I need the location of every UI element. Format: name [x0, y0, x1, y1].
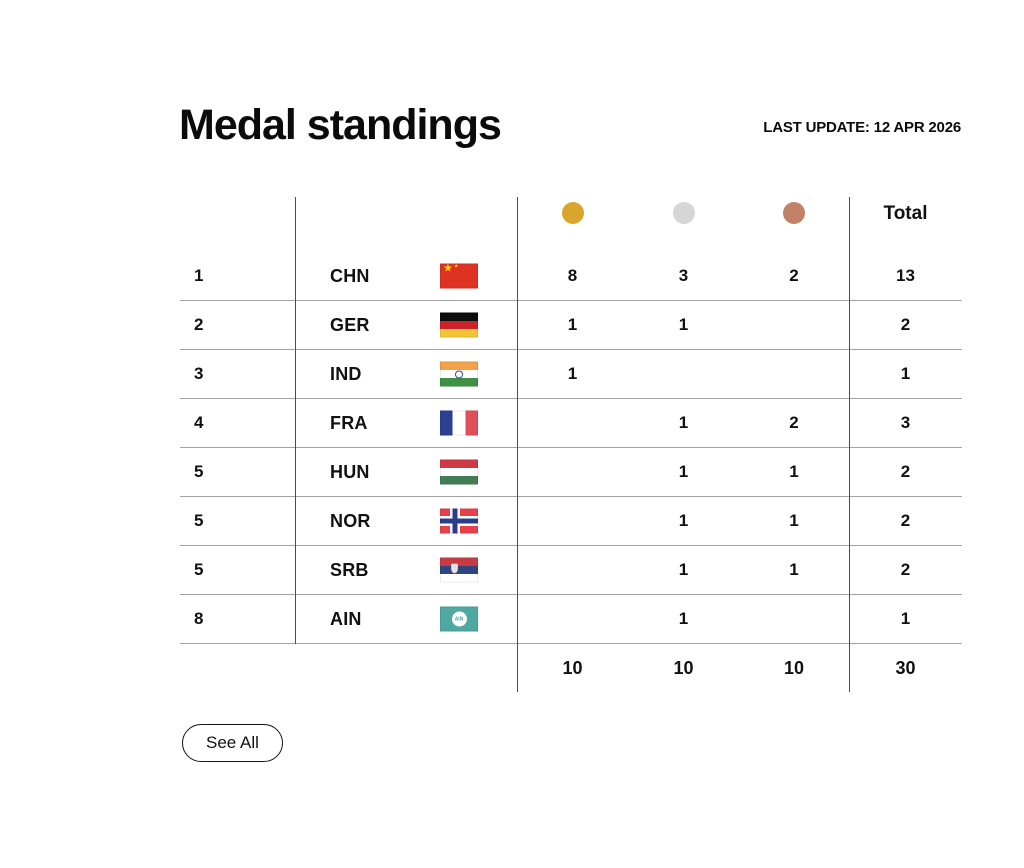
rank-cell: 5 — [194, 560, 204, 579]
rank-cell: 2 — [194, 315, 204, 334]
total-count-cell: 2 — [900, 560, 911, 579]
country-cell: IND — [295, 350, 517, 398]
silver-count-cell: 3 — [678, 266, 689, 285]
table-row: 4 FRA 1 2 3 — [180, 399, 962, 448]
flag-ain-icon — [440, 606, 478, 632]
country-cell: CHN — [295, 252, 517, 300]
bronze-count-cell: 1 — [789, 511, 799, 530]
country-cell: FRA — [295, 399, 517, 447]
silver-total-cell: 10 — [673, 657, 694, 678]
country-cell: NOR — [295, 497, 517, 545]
silver-count-cell: 1 — [678, 609, 689, 628]
medal-table: Total 1 CHN 8 3 2 13 2 GER 1 1 2 — [180, 197, 962, 692]
gold-medal-icon — [561, 202, 584, 224]
rank-cell: 1 — [194, 266, 204, 285]
total-count-cell: 2 — [900, 511, 911, 530]
silver-medal-icon — [672, 202, 695, 224]
country-cell: GER — [295, 301, 517, 349]
last-update-label: LAST UPDATE: 12 APR 2026 — [763, 119, 961, 136]
gold-count-cell: 1 — [567, 315, 578, 334]
flag-ger-icon — [440, 312, 478, 338]
table-totals-row: 10 10 10 30 — [180, 644, 962, 692]
gold-count-cell: 8 — [567, 266, 578, 285]
bronze-total-cell: 10 — [783, 657, 805, 678]
silver-count-cell: 1 — [678, 462, 689, 481]
bronze-count-cell: 1 — [789, 462, 799, 481]
silver-count-cell: 1 — [678, 511, 689, 530]
table-divider — [517, 197, 518, 692]
bronze-count-cell: 1 — [789, 560, 799, 579]
rank-cell: 8 — [194, 609, 204, 628]
table-row: 3 IND 1 1 — [180, 350, 962, 399]
gold-count-cell: 1 — [567, 364, 578, 383]
total-count-cell: 1 — [900, 364, 911, 383]
bronze-medal-icon — [783, 202, 805, 224]
gold-total-cell: 10 — [562, 657, 583, 678]
silver-column-header — [628, 200, 739, 229]
flag-nor-icon — [440, 508, 478, 534]
country-code: CHN — [330, 265, 370, 286]
grand-total-cell: 30 — [895, 657, 916, 678]
bronze-count-cell: 2 — [789, 266, 799, 285]
bronze-count-cell: 2 — [789, 413, 799, 432]
silver-count-cell: 1 — [678, 560, 689, 579]
table-row: 5 SRB 1 1 2 — [180, 546, 962, 595]
country-cell: SRB — [295, 546, 517, 594]
silver-count-cell: 1 — [678, 315, 689, 334]
rank-cell: 4 — [194, 413, 204, 432]
country-code: AIN — [330, 608, 362, 629]
flag-hun-icon — [440, 459, 478, 485]
total-count-cell: 1 — [900, 609, 911, 628]
page-title: Medal standings — [179, 101, 502, 149]
rank-cell: 3 — [194, 364, 204, 383]
country-code: IND — [330, 363, 362, 384]
country-column-header — [295, 200, 517, 252]
silver-count-cell: 1 — [678, 413, 689, 432]
total-column-header: Total — [883, 203, 928, 224]
table-row: 5 NOR 1 1 2 — [180, 497, 962, 546]
country-cell: AIN — [295, 595, 517, 643]
total-count-cell: 2 — [900, 462, 911, 481]
totals-country-cell — [295, 644, 517, 692]
total-count-cell: 2 — [900, 315, 911, 334]
flag-chn-icon — [440, 262, 478, 289]
table-divider — [295, 197, 296, 644]
table-row: 8 AIN 1 1 — [180, 595, 962, 644]
table-row: 5 HUN 1 1 2 — [180, 448, 962, 497]
flag-srb-icon — [440, 557, 478, 583]
rank-cell: 5 — [194, 511, 204, 530]
table-divider — [849, 197, 850, 692]
country-code: GER — [330, 314, 370, 335]
gold-column-header — [517, 200, 628, 229]
table-header-row: Total — [180, 197, 962, 252]
rank-cell: 5 — [194, 462, 204, 481]
table-row: 1 CHN 8 3 2 13 — [180, 252, 962, 301]
country-code: HUN — [330, 461, 370, 482]
table-row: 2 GER 1 1 2 — [180, 301, 962, 350]
country-code: SRB — [330, 559, 369, 580]
total-count-cell: 13 — [896, 266, 915, 285]
flag-ind-icon — [440, 361, 478, 387]
country-code: NOR — [330, 510, 371, 531]
bronze-column-header — [739, 200, 849, 229]
flag-fra-icon — [440, 410, 478, 436]
total-count-cell: 3 — [900, 413, 911, 432]
country-code: FRA — [330, 412, 368, 433]
country-cell: HUN — [295, 448, 517, 496]
see-all-button[interactable]: See All — [182, 724, 283, 762]
